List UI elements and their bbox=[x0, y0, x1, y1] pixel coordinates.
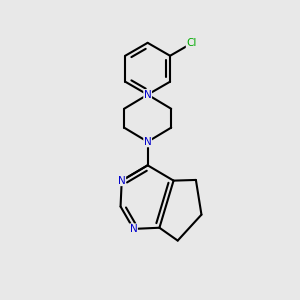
Text: N: N bbox=[144, 90, 152, 100]
Text: N: N bbox=[144, 137, 152, 147]
Text: N: N bbox=[130, 224, 137, 234]
Text: Cl: Cl bbox=[186, 38, 197, 48]
Text: N: N bbox=[118, 176, 126, 186]
